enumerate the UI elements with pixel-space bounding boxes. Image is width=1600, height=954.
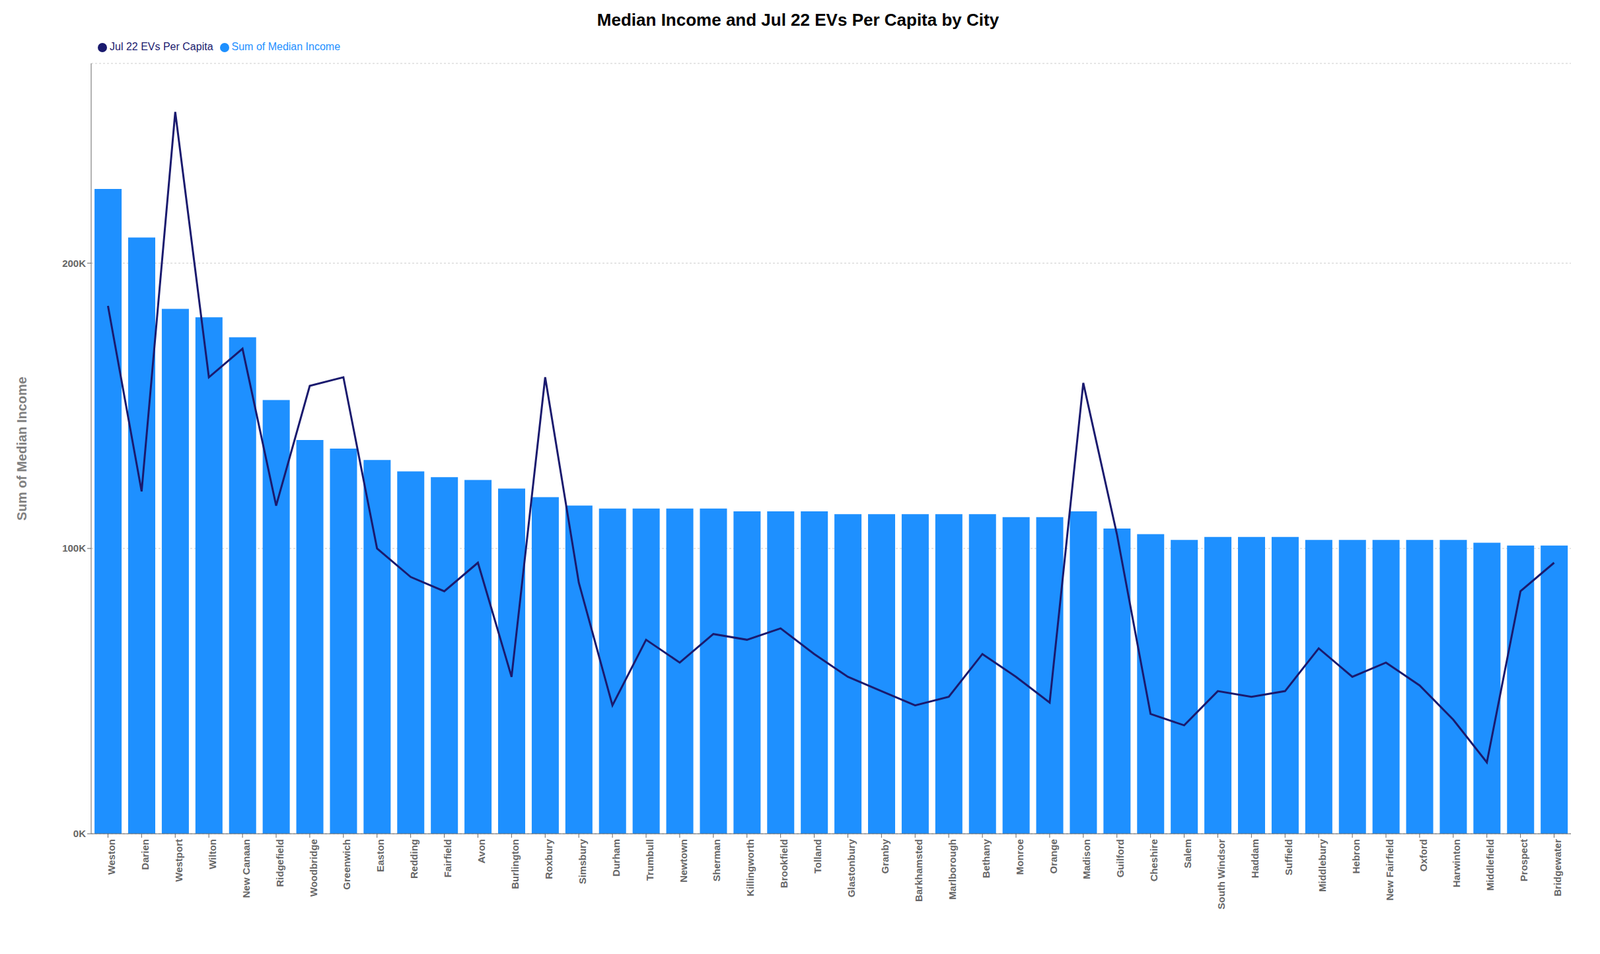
svg-text:Barkhamsted: Barkhamsted <box>912 838 925 902</box>
svg-text:Harwinton: Harwinton <box>1450 838 1462 888</box>
svg-text:Darien: Darien <box>139 838 151 871</box>
svg-text:200K: 200K <box>62 257 86 269</box>
svg-text:Sherman: Sherman <box>710 838 723 882</box>
svg-text:Orange: Orange <box>1047 838 1059 874</box>
svg-text:Westport: Westport <box>173 838 185 882</box>
svg-text:Cheshire: Cheshire <box>1148 838 1160 882</box>
svg-text:Weston: Weston <box>105 838 117 875</box>
svg-text:Bethany: Bethany <box>980 838 992 878</box>
svg-text:Glastonbury: Glastonbury <box>845 838 857 898</box>
svg-text:Guilford: Guilford <box>1114 838 1126 878</box>
svg-text:Haddam: Haddam <box>1249 838 1261 878</box>
svg-text:Avon: Avon <box>475 838 487 864</box>
html-text:Median Income and Jul 22 EVs P: Median Income and Jul 22 EVs Per Capita … <box>597 9 999 30</box>
svg-text:Durham: Durham <box>610 838 622 877</box>
svg-text:Hebron: Hebron <box>1350 838 1362 874</box>
svg-text:Roxbury: Roxbury <box>543 838 555 880</box>
svg-text:Easton: Easton <box>374 838 386 873</box>
svg-text:Suffield: Suffield <box>1282 838 1295 876</box>
svg-text:Sum of Median Income: Sum of Median Income <box>14 376 30 521</box>
svg-text:New Fairfield: New Fairfield <box>1383 838 1396 901</box>
svg-text:Simsbury: Simsbury <box>576 838 588 884</box>
svg-text:100K: 100K <box>62 542 86 554</box>
svg-text:Redding: Redding <box>408 838 420 879</box>
svg-text:Monroe: Monroe <box>1014 838 1026 875</box>
html-text:Sum of Median Income: Sum of Median Income <box>231 40 341 53</box>
svg-text:Fairfield: Fairfield <box>441 838 454 878</box>
svg-text:Killingworth: Killingworth <box>744 838 756 897</box>
svg-text:Granby: Granby <box>879 838 891 874</box>
svg-text:0K: 0K <box>73 827 86 839</box>
svg-text:Salem: Salem <box>1181 838 1194 869</box>
svg-text:Wilton: Wilton <box>206 838 219 870</box>
svg-text:Marlborough: Marlborough <box>946 838 958 900</box>
svg-text:New Canaan: New Canaan <box>240 838 252 898</box>
svg-text:Ridgefield: Ridgefield <box>274 838 286 888</box>
svg-text:Prospect: Prospect <box>1518 838 1530 882</box>
svg-text:Newtown: Newtown <box>677 838 690 883</box>
svg-text:Tolland: Tolland <box>811 838 824 874</box>
svg-text:Trumbull: Trumbull <box>644 838 656 881</box>
svg-text:Middlefield: Middlefield <box>1484 838 1496 891</box>
svg-text:Brookfield: Brookfield <box>778 838 790 888</box>
svg-text:Madison: Madison <box>1080 838 1092 880</box>
svg-text:South Windsor: South Windsor <box>1215 838 1227 910</box>
html-text:Jul 22 EVs Per Capita: Jul 22 EVs Per Capita <box>109 40 214 53</box>
svg-text:Middlebury: Middlebury <box>1316 838 1328 892</box>
svg-text:Woodbridge: Woodbridge <box>307 838 320 897</box>
svg-text:Greenwich: Greenwich <box>340 838 353 890</box>
svg-text:Oxford: Oxford <box>1417 838 1429 872</box>
svg-text:Burlington: Burlington <box>509 838 521 890</box>
svg-text:Bridgewater: Bridgewater <box>1551 838 1564 897</box>
